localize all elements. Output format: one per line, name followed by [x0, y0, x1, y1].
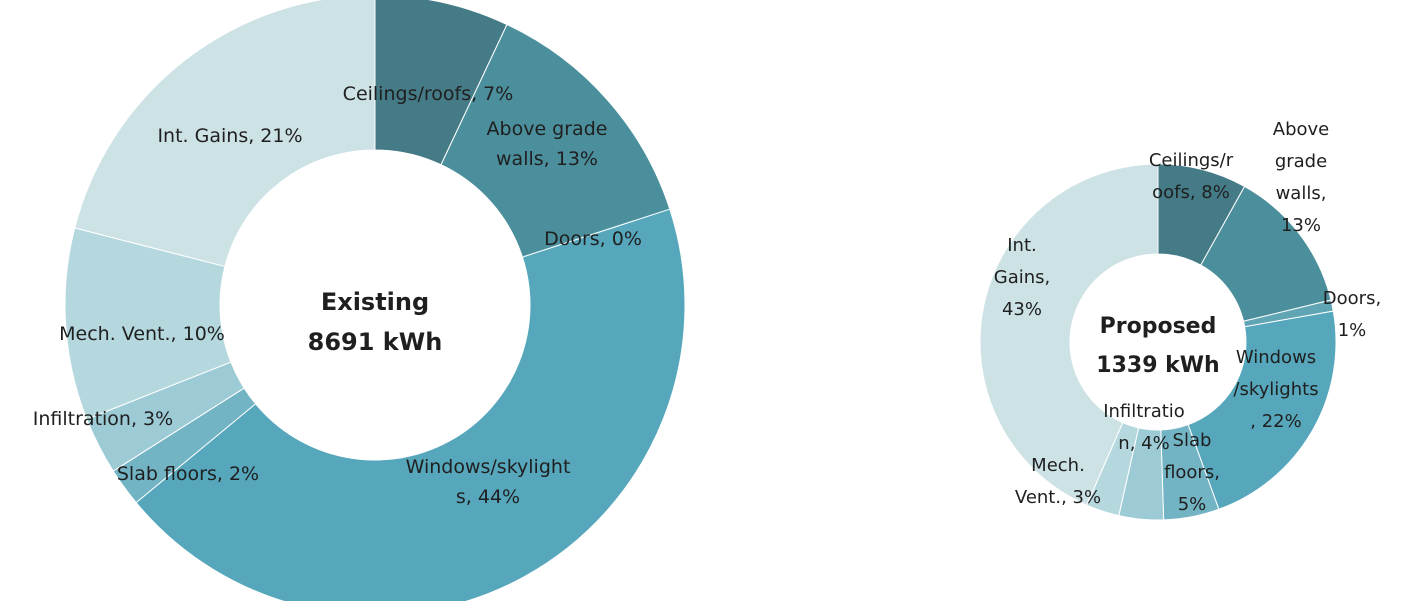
proposed-label-slab-floors: Slab floors, 5% — [1164, 430, 1220, 515]
existing-slice-windows-skylights — [135, 208, 686, 601]
existing-center-title: Existing — [321, 288, 429, 316]
existing-label-int-gains: Int. Gains, 21% — [157, 125, 302, 147]
proposed-label-infiltration: Infiltratio n, 4% — [1103, 401, 1185, 454]
proposed-label-int-gains: Int. Gains, 43% — [994, 235, 1051, 320]
existing-slice-int-gains — [74, 0, 376, 268]
existing-label-mech-vent: Mech. Vent., 10% — [59, 323, 225, 345]
existing-label-slab-floors: Slab floors, 2% — [117, 463, 259, 485]
existing-label-infiltration: Infiltration, 3% — [33, 408, 173, 430]
existing-label-doors: Doors, 0% — [544, 228, 642, 250]
existing-label-windows-skylights: Windows/skylight s, 44% — [406, 456, 571, 508]
proposed-label-mech-vent: Mech. Vent., 3% — [1015, 455, 1101, 508]
proposed-donut-chart: Ceilings/r oofs, 8% Above grade walls, 13% Doo… — [979, 119, 1381, 521]
existing-slice-above-grade-walls — [440, 23, 671, 258]
proposed-slice-windows-skylights — [1187, 310, 1337, 510]
proposed-label-above-grade-walls: Above grade walls, 13% — [1273, 119, 1329, 236]
proposed-center-value: 1339 kWh — [1096, 353, 1219, 378]
existing-donut-chart: Ceilings/roofs, 7% Above grade walls, 13% D… — [33, 0, 686, 601]
proposed-label-doors: Doors, 1% — [1323, 288, 1381, 341]
proposed-slice-int-gains — [979, 163, 1159, 506]
proposed-center-title: Proposed — [1100, 314, 1217, 339]
existing-label-above-grade-walls: Above grade walls, 13% — [487, 118, 608, 170]
existing-center-value: 8691 kWh — [308, 328, 443, 356]
existing-label-ceilings-roofs: Ceilings/roofs, 7% — [343, 83, 514, 105]
proposed-label-windows-skylights: Windows/skylights, 22% — [1233, 347, 1318, 432]
proposed-label-ceilings-roofs: Ceilings/r oofs, 8% — [1149, 150, 1234, 203]
